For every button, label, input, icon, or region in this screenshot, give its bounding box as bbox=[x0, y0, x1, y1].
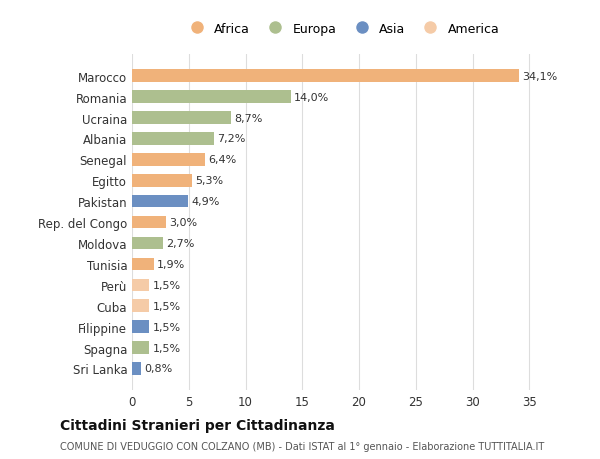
Text: 1,5%: 1,5% bbox=[152, 322, 181, 332]
Bar bbox=[132, 341, 149, 354]
Bar bbox=[132, 216, 166, 229]
Bar bbox=[132, 279, 149, 291]
Bar bbox=[132, 258, 154, 271]
Legend: Africa, Europa, Asia, America: Africa, Europa, Asia, America bbox=[179, 18, 505, 41]
Text: 5,3%: 5,3% bbox=[196, 176, 224, 186]
Bar bbox=[132, 133, 214, 146]
Bar bbox=[132, 300, 149, 312]
Text: 7,2%: 7,2% bbox=[217, 134, 245, 144]
Text: 1,5%: 1,5% bbox=[152, 301, 181, 311]
Bar bbox=[132, 174, 192, 187]
Text: 1,5%: 1,5% bbox=[152, 280, 181, 290]
Text: 3,0%: 3,0% bbox=[169, 218, 197, 228]
Text: 1,9%: 1,9% bbox=[157, 259, 185, 269]
Text: 34,1%: 34,1% bbox=[523, 72, 558, 82]
Text: 1,5%: 1,5% bbox=[152, 343, 181, 353]
Bar bbox=[132, 91, 291, 104]
Text: 14,0%: 14,0% bbox=[295, 92, 329, 102]
Bar bbox=[132, 196, 188, 208]
Text: 8,7%: 8,7% bbox=[234, 113, 263, 123]
Bar bbox=[132, 70, 519, 83]
Bar bbox=[132, 154, 205, 166]
Text: 2,7%: 2,7% bbox=[166, 239, 194, 248]
Bar bbox=[132, 363, 141, 375]
Bar bbox=[132, 112, 231, 124]
Bar bbox=[132, 321, 149, 333]
Bar bbox=[132, 237, 163, 250]
Text: Cittadini Stranieri per Cittadinanza: Cittadini Stranieri per Cittadinanza bbox=[60, 418, 335, 432]
Text: COMUNE DI VEDUGGIO CON COLZANO (MB) - Dati ISTAT al 1° gennaio - Elaborazione TU: COMUNE DI VEDUGGIO CON COLZANO (MB) - Da… bbox=[60, 441, 544, 451]
Text: 4,9%: 4,9% bbox=[191, 197, 220, 207]
Text: 0,8%: 0,8% bbox=[145, 364, 173, 374]
Text: 6,4%: 6,4% bbox=[208, 155, 236, 165]
